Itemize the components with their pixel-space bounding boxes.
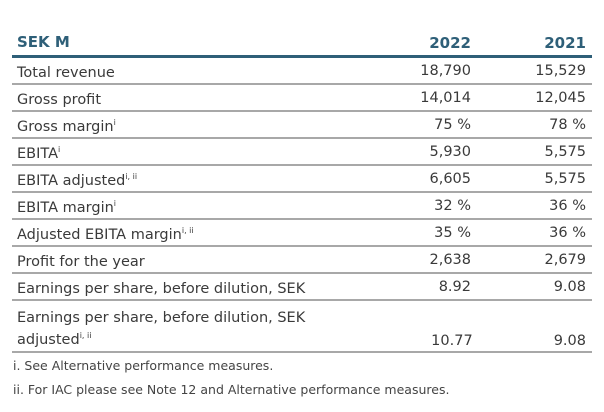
table-row: Gross profit 14,014 12,045 (12, 85, 592, 112)
value-2022: 14,014 (420, 89, 471, 106)
footnote-ref: i, ii (181, 225, 194, 235)
footnote-ref: i, ii (125, 171, 138, 181)
row-label-text: Gross profit (17, 91, 102, 108)
table-row: Gross margini 75 % 78 % (12, 112, 592, 139)
value-2021: 5,575 (544, 143, 586, 160)
row-label: Adjusted EBITA margini, ii (12, 222, 351, 244)
footnote: i. See Alternative performance measures. (13, 358, 274, 373)
row-label-text: Profit for the year (17, 253, 145, 270)
header-2022: 2022 (429, 33, 471, 52)
footnote: ii. For IAC please see Note 12 and Alter… (13, 382, 450, 397)
table-row: EBITAi 5,930 5,575 (12, 139, 592, 166)
footnote-ref: i (58, 144, 61, 154)
row-label-text: Earnings per share, before dilution, SEK (17, 280, 306, 297)
row-label: Earnings per share, before dilution, SEK… (12, 310, 317, 349)
value-2022: 10.77 (431, 333, 473, 349)
row-label-text: Earnings per share, before dilution, SEK… (17, 310, 306, 348)
row-label: Earnings per share, before dilution, SEK (12, 276, 351, 298)
value-2022: 6,605 (429, 170, 471, 187)
financial-table: SEK M 2022 2021 Total revenue 18,790 15,52… (12, 30, 592, 353)
value-2022: 35 % (434, 224, 471, 241)
header-2021: 2021 (544, 33, 586, 52)
row-label: EBITA adjustedi, ii (12, 168, 351, 190)
row-label-text: Adjusted EBITA margin (17, 226, 182, 243)
row-label: Profit for the year (12, 249, 351, 271)
row-label: Total revenue (12, 60, 351, 82)
row-label-text: EBITA adjusted (17, 172, 126, 189)
footnote-ref: i (113, 198, 117, 208)
footnotes: i. See Alternative performance measures.… (13, 358, 449, 406)
value-2022: 2,638 (429, 251, 471, 268)
value-2022: 8.92 (438, 278, 471, 295)
value-2022: 18,790 (420, 62, 471, 79)
table-row: EBITA margini 32 % 36 % (12, 193, 592, 220)
row-label: EBITAi (12, 141, 351, 163)
footnote-ref: i, ii (79, 331, 92, 341)
row-label-text: EBITA margin (17, 199, 114, 216)
value-2021: 9.08 (553, 278, 586, 295)
table-header: SEK M 2022 2021 (12, 30, 592, 58)
table-row: EBITA adjustedi, ii 6,605 5,575 (12, 166, 592, 193)
table-row: Earnings per share, before dilution, SEK… (12, 274, 592, 301)
table-row: Total revenue 18,790 15,529 (12, 58, 592, 85)
value-2021: 5,575 (544, 170, 586, 187)
value-2021: 36 % (549, 224, 586, 241)
table-row: Adjusted EBITA margini, ii 35 % 36 % (12, 220, 592, 247)
table-row: Earnings per share, before dilution, SEK… (12, 301, 592, 353)
value-2021: 36 % (549, 197, 586, 214)
value-2022: 32 % (434, 197, 471, 214)
row-label: EBITA margini (12, 195, 351, 217)
row-label-text: Gross margin (17, 118, 114, 135)
footnote-ref: i (113, 117, 116, 127)
value-2022: 75 % (434, 116, 471, 133)
row-label-text: Total revenue (17, 64, 115, 81)
value-2022: 5,930 (429, 143, 471, 160)
value-2021: 2,679 (544, 251, 586, 268)
value-2021: 12,045 (535, 89, 586, 106)
value-2021: 78 % (549, 116, 586, 133)
header-label: SEK M (17, 33, 70, 51)
table-row: Profit for the year 2,638 2,679 (12, 247, 592, 274)
value-2021: 15,529 (535, 62, 586, 79)
row-label: Gross profit (12, 87, 351, 109)
row-label: Gross margini (12, 114, 351, 136)
row-label-text: EBITA (17, 145, 59, 162)
value-2021: 9.08 (553, 333, 586, 349)
